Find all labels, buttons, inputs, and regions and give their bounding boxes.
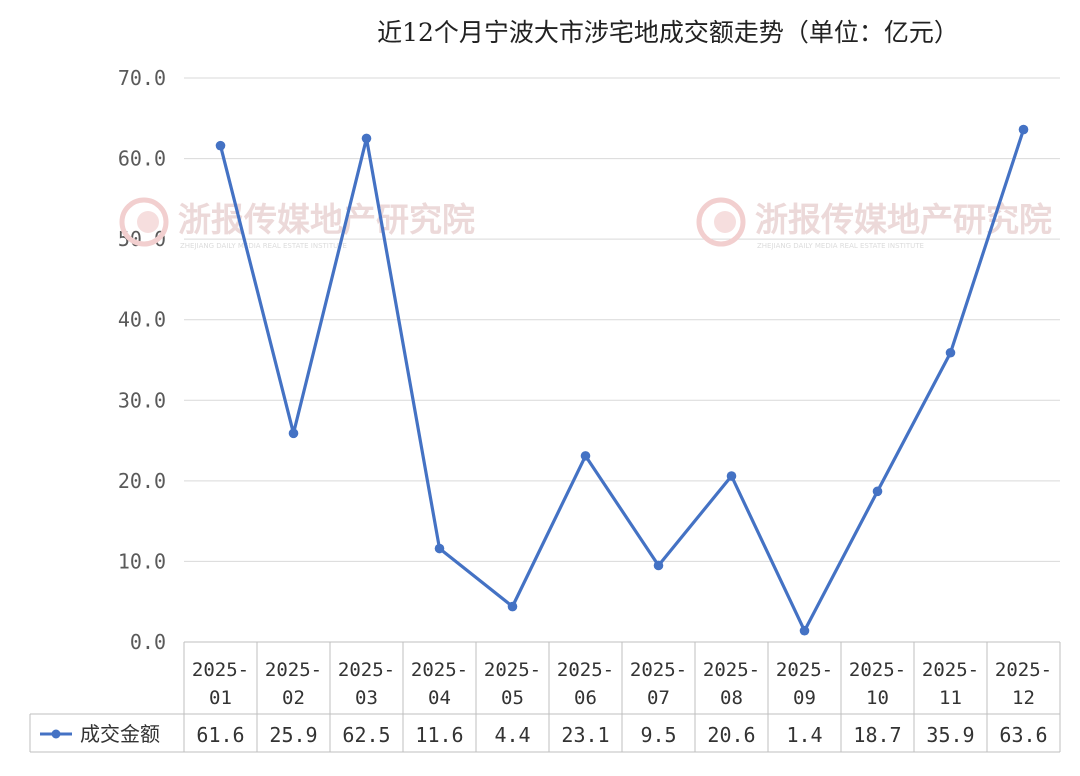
x-tick-label: 02 [282,687,305,709]
x-tick-label: 11 [939,687,962,709]
watermark-logo-icon [696,197,746,247]
data-point [726,471,737,481]
y-tick-label: 10.0 [118,549,166,573]
series-line [218,128,1026,633]
data-point [799,625,810,636]
x-tick-label: 2025- [265,659,322,681]
data-table-cell: 4.4 [494,723,530,747]
data-point [288,428,299,439]
y-tick-label: 60.0 [118,147,166,171]
watermark-text: 浙报传媒地产研究院 [178,200,475,239]
data-point [653,560,664,571]
data-table-cell: 61.6 [196,723,244,747]
x-tick-label: 01 [209,687,232,709]
x-tick-label: 05 [501,687,524,709]
legend-marker-dot [51,729,61,739]
y-tick-label: 0.0 [130,630,166,654]
data-point [872,486,883,497]
data-point [580,451,591,461]
data-table-cell: 20.6 [707,723,755,747]
y-tick-label: 20.0 [118,469,166,493]
data-point [215,140,226,151]
data-table-cell: 1.4 [786,723,822,747]
y-tick-label: 30.0 [118,388,166,412]
x-tick-label: 10 [866,687,889,709]
data-point [1018,124,1029,135]
chart-title: 近12个月宁波大市涉宅地成交额走势（单位：亿元） [377,18,959,47]
watermark-text: 浙报传媒地产研究院 [755,200,1052,239]
x-tick-label: 2025- [557,659,614,681]
watermark-logo-inner-icon [714,211,736,233]
data-table-cell: 18.7 [853,723,901,747]
watermark-logo-inner-icon [137,211,159,233]
watermark: 浙报传媒地产研究院 ZHEJIANG DAILY MEDIA REAL ESTA… [119,197,475,250]
data-table-cell: 62.5 [342,723,390,747]
x-tick-label: 2025- [995,659,1052,681]
watermark-subtext: ZHEJIANG DAILY MEDIA REAL ESTATE INSTITU… [757,242,924,250]
x-tick-label: 2025- [849,659,906,681]
data-table-cell: 63.6 [999,723,1047,747]
data-point [945,347,956,358]
data-point [434,543,445,554]
x-tick-label: 2025- [922,659,979,681]
x-tick-label: 03 [355,687,378,709]
data-point [507,601,518,612]
x-tick-label: 12 [1012,687,1035,709]
watermark: 浙报传媒地产研究院 ZHEJIANG DAILY MEDIA REAL ESTA… [696,197,1052,250]
legend-label: 成交金额 [80,722,160,746]
x-tick-label: 09 [793,687,816,709]
data-point [361,133,372,144]
x-tick-label: 2025- [338,659,395,681]
x-tick-label: 07 [647,687,670,709]
data-table: 2025- 01 61.6 2025- 02 25.9 2025- 03 62.5 2025- 04… [29,641,1061,753]
grid-lines [184,77,1060,562]
data-table-cell: 23.1 [561,723,609,747]
x-tick-label: 2025- [630,659,687,681]
data-table-cell: 9.5 [640,723,676,747]
data-table-cell: 35.9 [926,723,974,747]
series-line-group [215,124,1029,636]
y-axis-ticks: 0.010.020.030.040.050.060.070.0 [118,66,166,654]
data-table-cell: 25.9 [269,723,317,747]
legend: 成交金额 [40,722,160,746]
x-tick-label: 08 [720,687,743,709]
x-tick-label: 2025- [776,659,833,681]
x-tick-label: 04 [428,687,451,709]
watermark-logo-icon [119,197,169,247]
x-tick-label: 2025- [484,659,541,681]
y-tick-label: 40.0 [118,308,166,332]
x-tick-label: 06 [574,687,597,709]
x-tick-label: 2025- [411,659,468,681]
x-tick-label: 2025- [192,659,249,681]
watermark-subtext: ZHEJIANG DAILY MEDIA REAL ESTATE INSTITU… [180,242,347,250]
x-tick-label: 2025- [703,659,760,681]
data-table-cell: 11.6 [415,723,463,747]
y-tick-label: 70.0 [118,66,166,90]
